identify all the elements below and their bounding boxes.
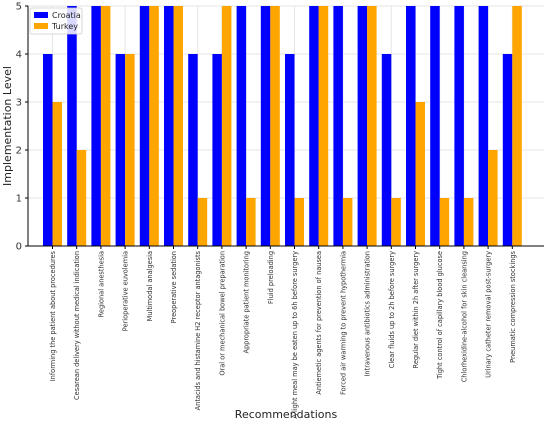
bar-croatia-18 bbox=[478, 6, 489, 246]
y-tick-label: 5 bbox=[16, 2, 22, 13]
y-axis-label: Implementation Level bbox=[1, 66, 14, 186]
x-tick-label: Informing the patient about procedures bbox=[49, 250, 57, 381]
bar-turkey-16 bbox=[439, 198, 450, 246]
bar-croatia-6 bbox=[188, 54, 198, 246]
bar-croatia-1 bbox=[67, 6, 77, 246]
x-tick-label: Multimodal analgesia bbox=[146, 251, 154, 321]
bar-turkey-12 bbox=[342, 198, 353, 246]
bar-turkey-5 bbox=[173, 6, 183, 246]
y-tick-label: 4 bbox=[16, 50, 22, 61]
bar-turkey-18 bbox=[488, 150, 498, 246]
bar-turkey-0 bbox=[52, 102, 62, 246]
x-tick-label: Pneumatic compression stockings bbox=[509, 250, 517, 362]
bar-croatia-2 bbox=[91, 6, 101, 246]
bar-croatia-4 bbox=[139, 6, 150, 246]
bar-croatia-3 bbox=[115, 54, 126, 246]
bar-croatia-5 bbox=[164, 6, 174, 246]
bar-croatia-12 bbox=[333, 6, 343, 246]
bar-croatia-17 bbox=[454, 6, 464, 246]
bar-croatia-9 bbox=[260, 6, 271, 246]
bar-croatia-8 bbox=[236, 6, 247, 246]
x-tick-labels: Informing the patient about procedures Ce… bbox=[49, 250, 517, 418]
x-tick-label: Regional anesthesia bbox=[97, 251, 105, 317]
x-tick-label: Clear fluids up to 2h before surgery bbox=[388, 251, 396, 368]
x-tick-label: Oral or mechanical bowel preparation bbox=[218, 251, 226, 376]
bar-turkey-7 bbox=[221, 6, 232, 246]
y-tick-label: 2 bbox=[16, 146, 22, 157]
bar-croatia-19 bbox=[502, 54, 513, 246]
y-tick-label: 3 bbox=[16, 98, 22, 109]
y-tick-label: 0 bbox=[16, 242, 22, 253]
axes bbox=[25, 5, 544, 249]
bar-croatia-13 bbox=[357, 6, 368, 246]
bar-turkey-19 bbox=[512, 6, 522, 246]
bar-turkey-8 bbox=[246, 198, 256, 246]
x-tick-label: Fluid preloading bbox=[267, 251, 275, 304]
bar-croatia-10 bbox=[285, 54, 295, 246]
x-tick-label: Intravenous antibiotics administration bbox=[364, 251, 372, 377]
y-tick-label: 1 bbox=[16, 194, 22, 205]
x-tick-label: Regular diet within 2h after surgery bbox=[412, 251, 420, 369]
bar-croatia-7 bbox=[212, 54, 222, 246]
bar-turkey-10 bbox=[294, 198, 304, 246]
legend-label-croatia: Croatia bbox=[52, 11, 81, 20]
x-tick-label: Urinary catheter removal post-surgery bbox=[485, 251, 493, 378]
bar-turkey-2 bbox=[100, 6, 111, 246]
bar-croatia-0 bbox=[43, 54, 53, 246]
x-tick-label: A light meal may be eaten up to 6h befor… bbox=[291, 251, 299, 419]
x-tick-label: Tight control of capillary blood glucose bbox=[436, 251, 444, 380]
bar-turkey-6 bbox=[197, 198, 208, 246]
bar-turkey-11 bbox=[318, 6, 329, 246]
x-tick-label: Chlorhexidine-alcohol for skin cleansing bbox=[460, 251, 468, 382]
bar-croatia-11 bbox=[309, 6, 319, 246]
x-tick-label: Appropriate patient monitoring bbox=[243, 251, 251, 354]
x-tick-label: Preoperative sedation bbox=[170, 251, 178, 323]
x-axis-label: Recommendations bbox=[235, 408, 338, 421]
x-tick-label: Forced air warming to prevent hypothermi… bbox=[339, 251, 347, 395]
bar-turkey-15 bbox=[415, 102, 425, 246]
bar-croatia-15 bbox=[406, 6, 416, 246]
bar-turkey-4 bbox=[149, 6, 159, 246]
bar-turkey-13 bbox=[367, 6, 377, 246]
x-tick-label: Antacids and histamine H2 receptor antag… bbox=[194, 250, 202, 410]
bar-croatia-14 bbox=[381, 54, 392, 246]
legend: Croatia Turkey bbox=[29, 7, 83, 35]
bar-turkey-14 bbox=[391, 198, 401, 246]
y-tick-labels: 0 1 2 3 4 5 bbox=[16, 2, 22, 253]
bar-turkey-3 bbox=[125, 54, 135, 246]
bar-turkey-9 bbox=[270, 6, 280, 246]
bar-croatia-16 bbox=[430, 6, 440, 246]
legend-swatch-croatia bbox=[34, 12, 48, 18]
bar-turkey-17 bbox=[463, 198, 474, 246]
legend-label-turkey: Turkey bbox=[51, 22, 78, 31]
bar-turkey-1 bbox=[76, 150, 87, 246]
x-tick-label: Perioperative euvolemia bbox=[122, 251, 130, 331]
bars bbox=[43, 6, 522, 246]
x-tick-label: Antiemetic agents for prevention of naus… bbox=[315, 251, 323, 395]
legend-swatch-turkey bbox=[34, 23, 48, 29]
x-tick-label: Cesarean delivery without medical indica… bbox=[73, 251, 81, 400]
